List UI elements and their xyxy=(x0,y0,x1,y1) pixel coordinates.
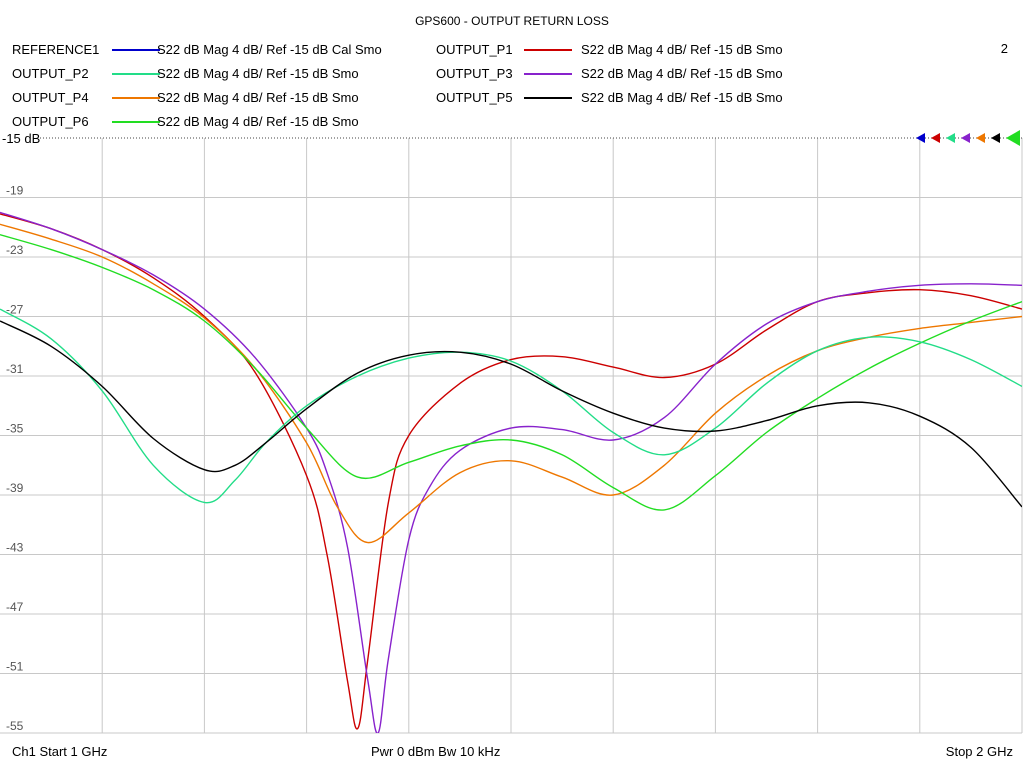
legend-desc: S22 dB Mag 4 dB/ Ref -15 dB Smo xyxy=(581,42,783,57)
legend-desc: S22 dB Mag 4 dB/ Ref -15 dB Smo xyxy=(157,114,359,129)
footer-stop: Stop 2 GHz xyxy=(945,744,1013,759)
y-tick-label: -47 xyxy=(6,600,24,614)
y-tick-label: -19 xyxy=(6,184,24,198)
legend-entry-output-p6: OUTPUT_P6 S22 dB Mag 4 dB/ Ref -15 dB Sm… xyxy=(12,113,432,131)
chart-title: GPS600 - OUTPUT RETURN LOSS xyxy=(415,14,609,28)
reference-marker-output-p4 xyxy=(976,133,985,143)
legend-entry-output-p5: OUTPUT_P5 S22 dB Mag 4 dB/ Ref -15 dB Sm… xyxy=(436,89,856,107)
legend-desc: S22 dB Mag 4 dB/ Ref -15 dB Smo xyxy=(581,90,783,105)
legend-name: OUTPUT_P3 xyxy=(436,66,513,81)
legend-entry-output-p4: OUTPUT_P4 S22 dB Mag 4 dB/ Ref -15 dB Sm… xyxy=(12,89,432,107)
legend-swatch xyxy=(112,121,160,123)
legend-name: OUTPUT_P1 xyxy=(436,42,513,57)
series-line-output-p2 xyxy=(0,308,1022,504)
y-tick-label: -23 xyxy=(6,243,24,257)
legend-swatch xyxy=(112,97,160,99)
series-line-output-p1 xyxy=(0,213,1022,730)
legend-name: OUTPUT_P2 xyxy=(12,66,89,81)
reference-marker-output-p1 xyxy=(931,133,940,143)
reference-marker-output-p5 xyxy=(991,133,1000,143)
channel-number: 2 xyxy=(1000,41,1008,56)
y-tick-label: -43 xyxy=(6,541,24,555)
y-tick-label: -39 xyxy=(6,481,24,495)
footer-power-bandwidth: Pwr 0 dBm Bw 10 kHz xyxy=(371,744,501,759)
reference-label: -15 dB xyxy=(2,131,40,146)
series-line-output-p5 xyxy=(0,320,1022,508)
legend-swatch xyxy=(112,73,160,75)
legend-name: OUTPUT_P5 xyxy=(436,90,513,105)
legend-entry-output-p1: OUTPUT_P1 S22 dB Mag 4 dB/ Ref -15 dB Sm… xyxy=(436,41,856,59)
y-tick-label: -31 xyxy=(6,362,24,376)
legend-entry-reference1: REFERENCE1 S22 dB Mag 4 dB/ Ref -15 dB C… xyxy=(12,41,432,59)
y-tick-label: -55 xyxy=(6,719,24,733)
legend-desc: S22 dB Mag 4 dB/ Ref -15 dB Smo xyxy=(157,90,359,105)
legend-desc: S22 dB Mag 4 dB/ Ref -15 dB Cal Smo xyxy=(157,42,382,57)
legend-entry-output-p3: OUTPUT_P3 S22 dB Mag 4 dB/ Ref -15 dB Sm… xyxy=(436,65,856,83)
series-line-output-p6 xyxy=(0,234,1022,511)
legend-name: OUTPUT_P6 xyxy=(12,114,89,129)
series-line-output-p3 xyxy=(0,211,1022,733)
legend-entry-output-p2: OUTPUT_P2 S22 dB Mag 4 dB/ Ref -15 dB Sm… xyxy=(12,65,432,83)
legend-name: REFERENCE1 xyxy=(12,42,100,57)
legend-name: OUTPUT_P4 xyxy=(12,90,89,105)
legend-swatch xyxy=(112,49,160,51)
legend-swatch xyxy=(524,73,572,75)
legend-desc: S22 dB Mag 4 dB/ Ref -15 dB Smo xyxy=(157,66,359,81)
reference-marker-output-p3 xyxy=(961,133,970,143)
y-tick-label: -35 xyxy=(6,422,24,436)
y-tick-label: -27 xyxy=(6,303,24,317)
legend-swatch xyxy=(524,49,572,51)
reference-marker-output-p2 xyxy=(946,133,955,143)
series-line-output-p4 xyxy=(0,223,1022,544)
legend-desc: S22 dB Mag 4 dB/ Ref -15 dB Smo xyxy=(581,66,783,81)
reference-marker-output-p6 xyxy=(1006,130,1020,146)
legend-swatch xyxy=(524,97,572,99)
y-tick-label: -51 xyxy=(6,660,24,674)
reference-marker-reference1 xyxy=(916,133,925,143)
footer-start: Ch1 Start 1 GHz xyxy=(12,744,108,759)
